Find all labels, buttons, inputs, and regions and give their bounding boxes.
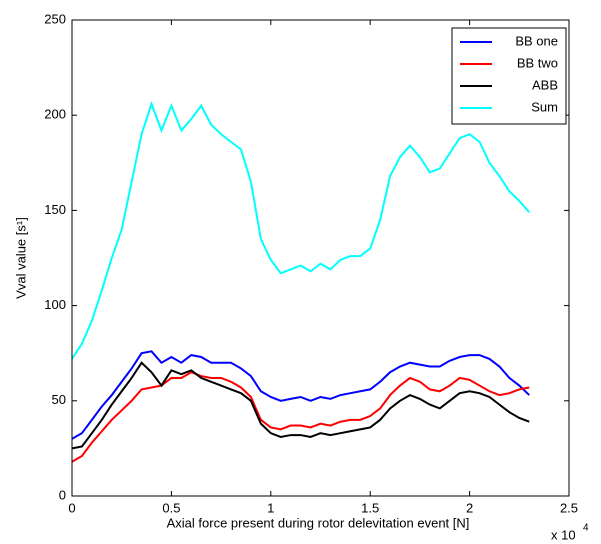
series-line bbox=[71, 350, 530, 440]
x-tick-label: 1.5 bbox=[361, 500, 379, 515]
y-axis-label: Vval value [s¹] bbox=[13, 217, 28, 299]
x-tick-label: 1 bbox=[267, 500, 274, 515]
legend-label: BB two bbox=[517, 55, 558, 70]
series-line bbox=[71, 361, 530, 450]
series-line bbox=[71, 371, 530, 463]
x-tick-label: 0.5 bbox=[162, 500, 180, 515]
y-tick-label: 200 bbox=[44, 107, 66, 122]
legend-label: Sum bbox=[531, 99, 558, 114]
legend: BB one BB two ABB Sum bbox=[451, 27, 567, 125]
y-tick-label: 250 bbox=[44, 11, 66, 26]
y-tick-label: 50 bbox=[52, 392, 66, 407]
y-tick-label: 150 bbox=[44, 202, 66, 217]
y-tick-label: 0 bbox=[59, 487, 66, 502]
legend-label: ABB bbox=[532, 77, 558, 92]
x-tick-label: 2 bbox=[466, 500, 473, 515]
x-tick-label: 2.5 bbox=[560, 500, 578, 515]
plot-frame bbox=[71, 19, 570, 497]
x-tick-label: 0 bbox=[68, 500, 75, 515]
y-tick-label: 100 bbox=[44, 297, 66, 312]
x-multiplier: x 10 bbox=[551, 527, 576, 542]
series-line bbox=[71, 100, 530, 360]
legend-label: BB one bbox=[515, 33, 558, 48]
x-multiplier-exponent: 4 bbox=[583, 523, 589, 534]
x-axis-label: Axial force present during rotor delevit… bbox=[167, 515, 470, 530]
